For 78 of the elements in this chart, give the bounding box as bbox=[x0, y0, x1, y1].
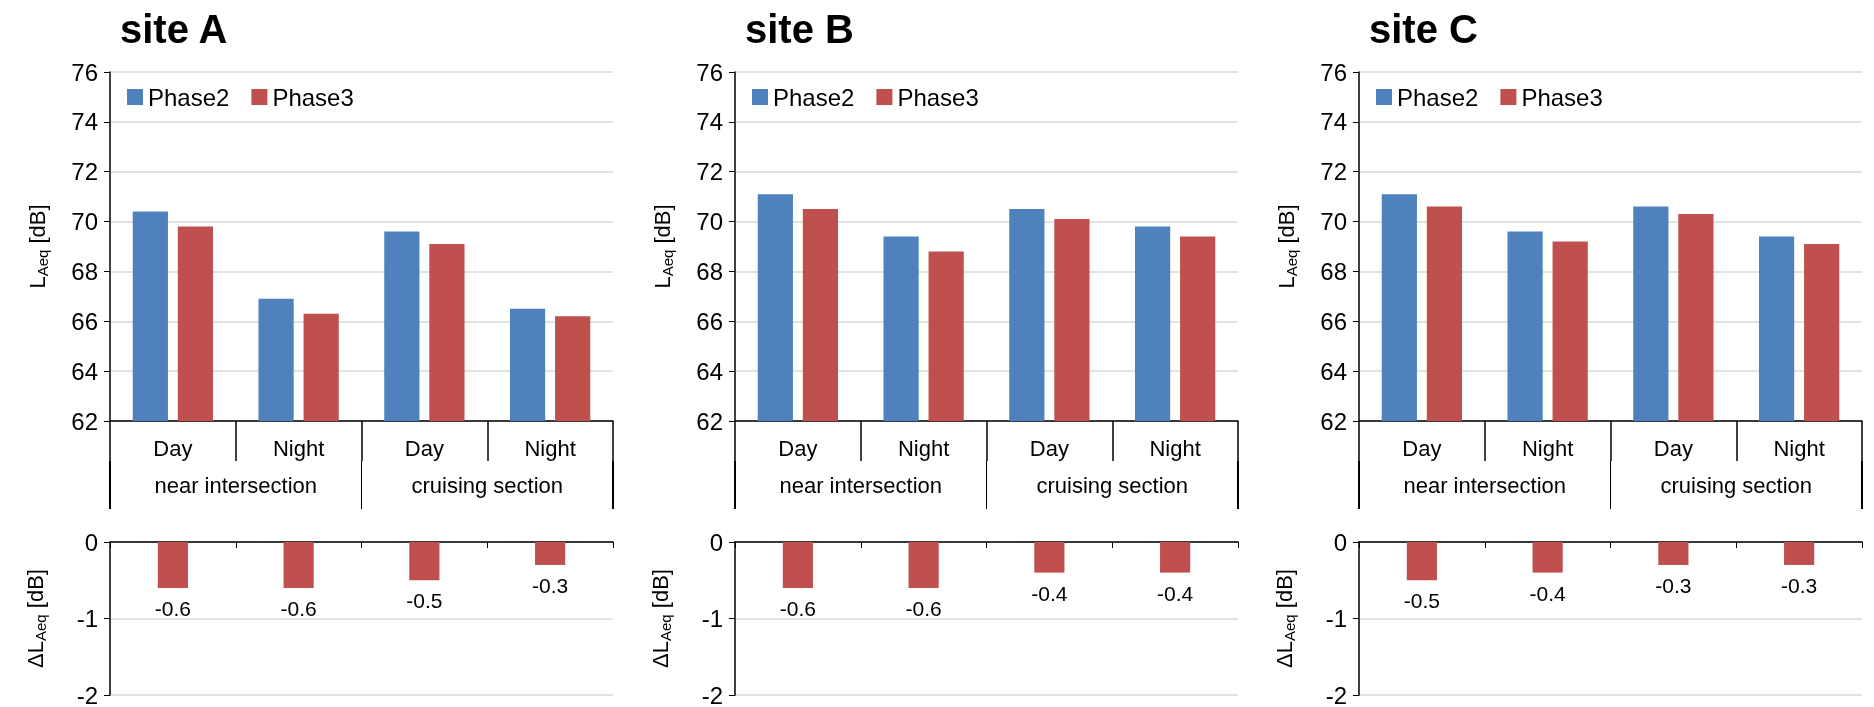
x-tick-label: Night bbox=[897, 435, 950, 461]
x-tick-label: Day bbox=[1653, 435, 1693, 461]
text: near intersection bbox=[1403, 473, 1567, 499]
y-tick-label: 66 bbox=[696, 307, 723, 335]
x-tick-label: Day bbox=[778, 435, 818, 461]
x-tick-label: Night bbox=[1773, 435, 1825, 461]
data-label: -0.4 bbox=[1031, 581, 1068, 605]
y-tick-label: 62 bbox=[696, 407, 723, 435]
x-tick-label: Day bbox=[404, 435, 444, 461]
x-tick-label: Night bbox=[1149, 435, 1201, 461]
y-tick-label: 76 bbox=[696, 58, 723, 86]
text: cruising section bbox=[1036, 473, 1189, 499]
y-tick-label: 62 bbox=[1320, 407, 1347, 435]
data-label: -0.3 bbox=[532, 573, 569, 597]
data-label: -0.3 bbox=[1781, 573, 1818, 597]
y-tick-label: -2 bbox=[76, 681, 98, 707]
x-tick-label: Day bbox=[153, 435, 193, 461]
legend-label: Phase3 bbox=[1521, 83, 1603, 111]
legend-label: Phase3 bbox=[897, 83, 979, 111]
y-tick-label: 74 bbox=[696, 108, 723, 136]
text: cruising section bbox=[411, 473, 564, 499]
text: near intersection bbox=[154, 473, 318, 499]
data-label: -0.5 bbox=[406, 589, 443, 613]
chart-title: site B bbox=[745, 7, 854, 51]
y-tick-label: 64 bbox=[1320, 357, 1347, 385]
y-tick-label: 64 bbox=[71, 357, 98, 385]
y-tick-label: 76 bbox=[71, 58, 98, 86]
y-axis-title: LAeq [dB] bbox=[650, 204, 676, 289]
text: cruising section bbox=[1660, 473, 1813, 499]
y-tick-label: 74 bbox=[71, 108, 98, 136]
y-tick-label: -1 bbox=[701, 605, 723, 632]
y-tick-label: -1 bbox=[76, 605, 98, 632]
legend-label: Phase2 bbox=[148, 83, 230, 111]
x-tick-label: Night bbox=[1521, 435, 1574, 461]
text: near intersection bbox=[779, 473, 943, 499]
y-tick-label: 74 bbox=[1320, 108, 1347, 136]
y-tick-label: 68 bbox=[696, 257, 723, 285]
data-label: -0.4 bbox=[1529, 581, 1567, 605]
y-tick-label: 76 bbox=[1320, 58, 1347, 86]
data-label: -0.6 bbox=[154, 596, 191, 620]
y-tick-label: 62 bbox=[71, 407, 98, 435]
data-label: -0.5 bbox=[1403, 589, 1440, 613]
data-label: -0.3 bbox=[1655, 573, 1692, 597]
y-tick-label: 68 bbox=[1320, 257, 1347, 285]
y-tick-label: 72 bbox=[696, 158, 723, 186]
data-label: -0.6 bbox=[779, 596, 816, 620]
x-tick-label: Night bbox=[524, 435, 576, 461]
chart-title: site C bbox=[1369, 7, 1478, 51]
legend-label: Phase3 bbox=[272, 83, 354, 111]
y-axis-title: ΔLAeq [dB] bbox=[1272, 569, 1298, 668]
x-tick-label: Day bbox=[1029, 435, 1069, 461]
y-tick-label: 70 bbox=[1320, 208, 1347, 236]
data-label: -0.6 bbox=[905, 596, 942, 620]
legend-label: Phase2 bbox=[1397, 83, 1479, 111]
y-tick-label: 70 bbox=[696, 208, 723, 236]
y-tick-label: 0 bbox=[709, 528, 723, 556]
y-axis-title: ΔLAeq [dB] bbox=[648, 569, 674, 668]
legend-label: Phase2 bbox=[773, 83, 855, 111]
data-label: -0.4 bbox=[1157, 581, 1194, 605]
y-tick-label: 66 bbox=[1320, 307, 1347, 335]
y-tick-label: 72 bbox=[1320, 158, 1347, 186]
y-tick-label: 70 bbox=[71, 208, 98, 236]
y-axis-title: LAeq [dB] bbox=[25, 204, 51, 289]
y-tick-label: 0 bbox=[84, 528, 98, 556]
y-tick-label: 0 bbox=[1333, 528, 1347, 556]
y-tick-label: 64 bbox=[696, 357, 723, 385]
y-tick-label: -1 bbox=[1325, 605, 1347, 632]
y-tick-label: 66 bbox=[71, 307, 98, 335]
chart-title: site A bbox=[120, 7, 228, 51]
data-label: -0.6 bbox=[280, 596, 317, 620]
x-tick-label: Day bbox=[1402, 435, 1442, 461]
y-axis-title: ΔLAeq [dB] bbox=[23, 569, 49, 668]
y-axis-title: LAeq [dB] bbox=[1274, 204, 1300, 289]
y-tick-label: 72 bbox=[71, 158, 98, 186]
x-tick-label: Night bbox=[272, 435, 325, 461]
y-tick-label: -2 bbox=[701, 681, 723, 707]
y-tick-label: 68 bbox=[71, 257, 98, 285]
y-tick-label: -2 bbox=[1325, 681, 1347, 707]
